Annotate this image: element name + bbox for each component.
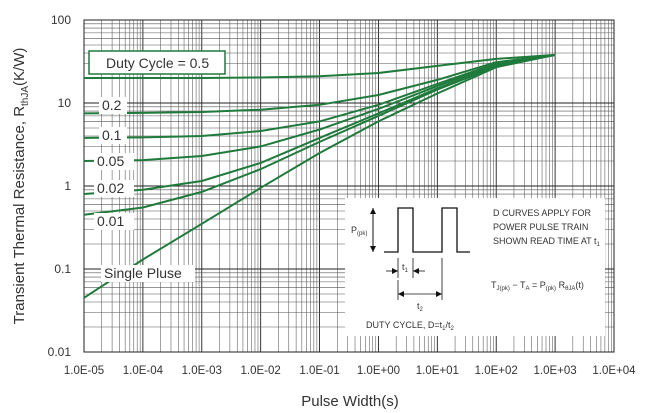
- series-label-02: 0.2: [102, 97, 122, 113]
- series-label-bg-02: [99, 97, 127, 114]
- series-label-005: 0.05: [97, 153, 124, 169]
- series-label-bg-duty-05: [88, 50, 226, 75]
- series-line-2: [83, 53, 556, 139]
- x-tick-label: 1.0E+01: [416, 365, 459, 377]
- y-tick-label: 0.1: [54, 262, 71, 276]
- series-line-6: [83, 53, 556, 299]
- series-line-3: [83, 53, 556, 162]
- x-tick-label: 1.0E-04: [123, 365, 164, 377]
- x-tick-label: 1.0E-03: [182, 365, 222, 377]
- series-label-bg-001: [94, 213, 134, 230]
- y-axis-label: Transient Thermal Resistance, RthJA(K/W): [11, 48, 31, 325]
- series-label-01: 0.1: [102, 127, 122, 143]
- formula: TJ(pk) − TA = P(pk) RθJA(t): [491, 280, 584, 292]
- series-line-5: [83, 53, 556, 216]
- series-label-002: 0.02: [97, 180, 124, 196]
- x-tick-label: 1.0E+03: [534, 365, 577, 377]
- series-label-001: 0.01: [97, 213, 124, 229]
- series-line-0: [84, 53, 556, 79]
- series-line-1: [83, 53, 556, 115]
- y-tick-label: 1: [64, 179, 71, 193]
- x-tick-labels: 1.0E-05 1.0E-04 1.0E-03 1.0E-02 1.0E-01 1.0E+…: [64, 365, 636, 377]
- x-tick-label: 1.0E-02: [241, 365, 281, 377]
- duty-cycle-note: DUTY CYCLE, D=t1/t2: [366, 320, 454, 332]
- series-label-duty-05: Duty Cycle = 0.5: [106, 55, 209, 71]
- y-tick-label: 100: [51, 13, 71, 27]
- series-label-bg-002: [94, 180, 134, 197]
- curves-note-line2: POWER PULSE TRAIN: [493, 222, 588, 232]
- x-tick-label: 1.0E+00: [357, 365, 400, 377]
- pulse-inset: P(pk) t1 t2 DUTY CYCLE, D=t1/t2 D CURVES…: [345, 198, 605, 336]
- series-label-bg-005: [94, 153, 134, 170]
- x-tick-label: 1.0E-01: [299, 365, 339, 377]
- y-tick-label: 0.01: [48, 345, 72, 359]
- pulse-waveform: [384, 207, 470, 253]
- t2-label: t2: [417, 301, 424, 313]
- x-tick-label: 1.0E-05: [64, 365, 104, 377]
- plot-frame: [83, 19, 615, 353]
- x-tick-label: 1.0E+04: [592, 365, 636, 377]
- y-tick-labels: 0.01 0.1 1 10 100: [48, 13, 72, 359]
- t1-label: t1: [402, 262, 409, 274]
- series-lines: [83, 53, 556, 299]
- series-label-single-pluse: Single Pluse: [104, 265, 182, 281]
- y-tick-label: 10: [58, 96, 72, 110]
- series-labels: Duty Cycle = 0.5 0.2 0.1 0.05 0.02 0.01 …: [88, 50, 226, 282]
- p-pk-label: P(pk): [351, 225, 367, 237]
- curves-note-line3: SHOWN READ TIME AT t1: [493, 236, 601, 248]
- x-axis-label: Pulse Width(s): [301, 393, 399, 410]
- series-label-bg-01: [99, 127, 127, 144]
- x-tick-label: 1.0E+02: [475, 365, 518, 377]
- curves-note-line1: D CURVES APPLY FOR: [493, 208, 592, 218]
- series-label-bg-single: [101, 265, 195, 282]
